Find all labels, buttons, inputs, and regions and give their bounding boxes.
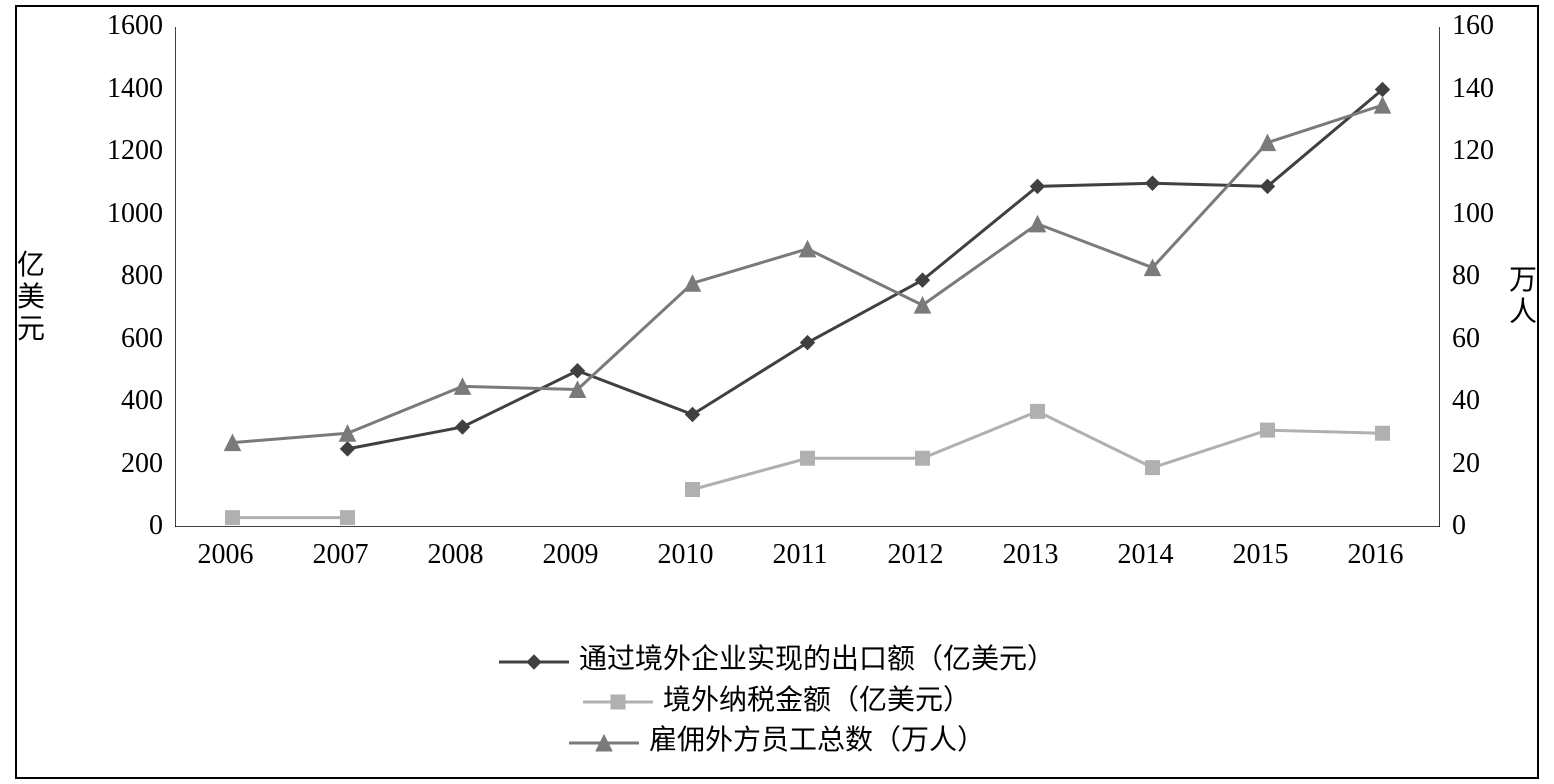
diamond-marker-icon (499, 652, 569, 672)
x-tick-label: 2014 (1118, 539, 1174, 571)
y-left-axis-title: 亿美元 (16, 250, 46, 347)
chart-container: 亿美元 万人 0 200 400 600 800 1000 1200 1400 1600 0 20 4… (0, 0, 1554, 784)
axis-tick-label: 160 (1452, 10, 1494, 42)
axis-tick-label: 40 (1452, 385, 1480, 417)
x-tick-label: 2011 (773, 539, 828, 571)
axis-tick-label: 0 (1452, 510, 1466, 542)
axis-tick-label: 200 (121, 448, 163, 480)
axis-tick-label: 400 (121, 385, 163, 417)
x-tick-label: 2016 (1348, 539, 1404, 571)
x-tick-label: 2006 (198, 539, 254, 571)
x-tick-label: 2013 (1003, 539, 1059, 571)
x-tick-label: 2008 (428, 539, 484, 571)
legend-item: 通过境外企业实现的出口额（亿美元） (0, 640, 1554, 681)
axis-tick-label: 600 (121, 323, 163, 355)
axis-tick-label: 1400 (107, 73, 163, 105)
axis-tick-label: 0 (149, 510, 163, 542)
axis-tick-label: 80 (1452, 260, 1480, 292)
axis-tick-label: 120 (1452, 135, 1494, 167)
axis-tick-label: 60 (1452, 323, 1480, 355)
legend-item: 境外纳税金额（亿美元） (0, 681, 1554, 722)
axis-tick-label: 800 (121, 260, 163, 292)
legend-label: 雇佣外方员工总数（万人） (649, 725, 985, 756)
legend-label: 通过境外企业实现的出口额（亿美元） (579, 644, 1055, 675)
square-marker-icon (583, 692, 653, 712)
triangle-marker-icon (569, 733, 639, 753)
axis-tick-label: 140 (1452, 73, 1494, 105)
axis-tick-label: 1600 (107, 10, 163, 42)
x-tick-label: 2007 (313, 539, 369, 571)
x-tick-label: 2009 (543, 539, 599, 571)
plot-area (175, 27, 1440, 527)
x-tick-label: 2012 (888, 539, 944, 571)
legend: 通过境外企业实现的出口额（亿美元） 境外纳税金额（亿美元） 雇佣外方员工总数（万人） (0, 640, 1554, 762)
y-right-axis-title: 万人 (1508, 265, 1538, 329)
x-tick-label: 2015 (1233, 539, 1289, 571)
axis-tick-label: 1200 (107, 135, 163, 167)
legend-label: 境外纳税金额（亿美元） (663, 685, 971, 716)
x-tick-label: 2010 (658, 539, 714, 571)
axis-tick-label: 100 (1452, 198, 1494, 230)
axis-tick-label: 20 (1452, 448, 1480, 480)
axis-tick-label: 1000 (107, 198, 163, 230)
legend-item: 雇佣外方员工总数（万人） (0, 721, 1554, 762)
